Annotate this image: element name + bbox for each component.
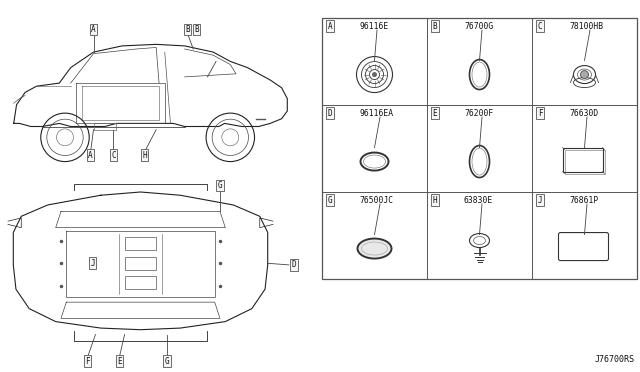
Text: A: A	[328, 22, 332, 31]
Text: H: H	[433, 196, 437, 205]
Circle shape	[580, 71, 589, 78]
Text: H: H	[143, 151, 147, 160]
Text: E: E	[117, 357, 122, 366]
Text: B: B	[433, 22, 437, 31]
Text: E: E	[433, 109, 437, 118]
Text: 76700G: 76700G	[464, 22, 493, 31]
Text: J: J	[90, 259, 95, 268]
Text: 96116EA: 96116EA	[359, 109, 393, 118]
Circle shape	[372, 72, 377, 77]
Text: 76500JC: 76500JC	[359, 196, 393, 205]
Text: 76200F: 76200F	[464, 109, 493, 118]
Text: B: B	[194, 25, 199, 34]
Text: B: B	[185, 25, 190, 34]
Bar	[125, 276, 156, 289]
Text: C: C	[111, 151, 116, 160]
Text: 76630D: 76630D	[569, 109, 598, 118]
Text: 63830E: 63830E	[464, 196, 493, 205]
Text: G: G	[328, 196, 332, 205]
Text: J: J	[538, 196, 542, 205]
Text: F: F	[85, 357, 90, 366]
Bar	[563, 148, 602, 171]
Bar	[322, 18, 637, 279]
Text: J76700RS: J76700RS	[595, 355, 635, 364]
Bar	[564, 150, 605, 174]
Text: F: F	[538, 109, 542, 118]
Ellipse shape	[358, 238, 392, 259]
Text: D: D	[328, 109, 332, 118]
Text: C: C	[538, 22, 542, 31]
Bar	[125, 237, 156, 250]
Text: D: D	[292, 260, 296, 269]
Text: 76861P: 76861P	[569, 196, 598, 205]
Text: 96116E: 96116E	[359, 22, 388, 31]
Bar	[125, 257, 156, 270]
Text: G: G	[164, 357, 170, 366]
Text: A: A	[91, 25, 96, 34]
Text: G: G	[218, 181, 222, 190]
Text: A: A	[88, 151, 93, 160]
Text: 78100HB: 78100HB	[569, 22, 603, 31]
